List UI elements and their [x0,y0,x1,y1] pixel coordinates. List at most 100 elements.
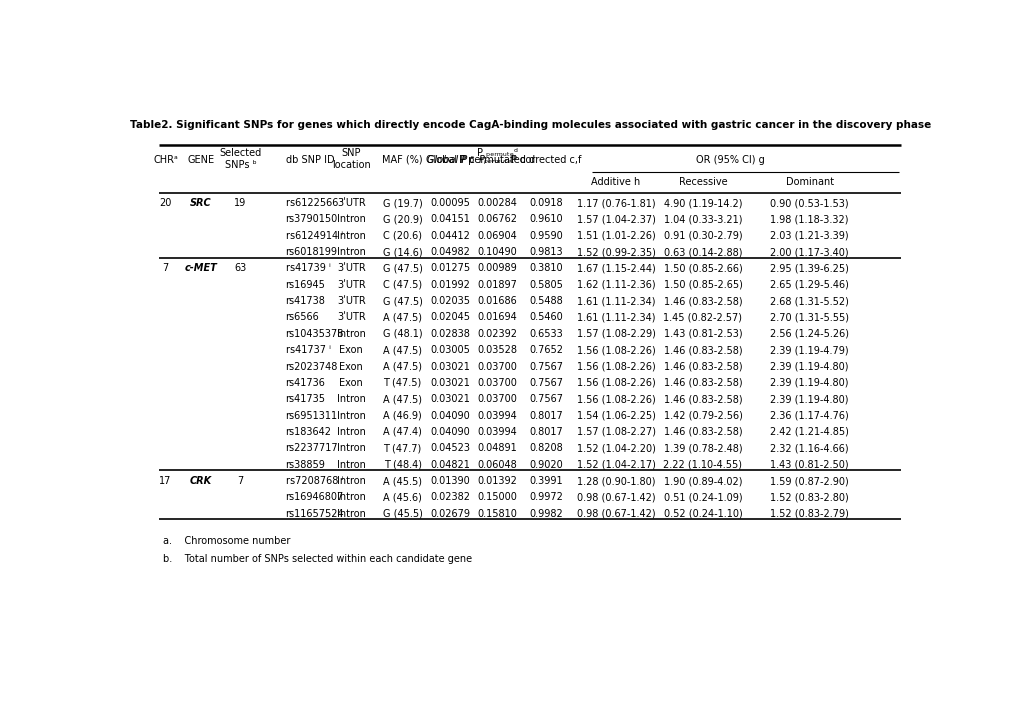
Text: Intron: Intron [336,476,365,486]
Text: rs6566: rs6566 [285,312,319,323]
Text: 20: 20 [159,198,171,208]
Text: 0.9610: 0.9610 [529,215,562,225]
Text: 0.04523: 0.04523 [430,444,470,454]
Text: Exon: Exon [339,345,363,355]
Text: G (47.5): G (47.5) [382,296,422,306]
Text: 0.51 (0.24-1.09): 0.51 (0.24-1.09) [663,492,742,503]
Text: 0.03994: 0.03994 [477,410,517,420]
Text: 2.00 (1.17-3.40): 2.00 (1.17-3.40) [769,247,848,257]
Text: 0.04090: 0.04090 [430,427,470,437]
Text: 0.7567: 0.7567 [529,395,562,404]
Text: 0.63 (0.14-2.88): 0.63 (0.14-2.88) [663,247,742,257]
Text: P permutated d: P permutated d [459,155,535,165]
Text: Intron: Intron [336,230,365,240]
Text: rs41737 ⁱ: rs41737 ⁱ [285,345,330,355]
Text: MAF (%): MAF (%) [382,155,423,165]
Text: A (46.9): A (46.9) [383,410,422,420]
Text: 1.46 (0.83-2.58): 1.46 (0.83-2.58) [663,345,742,355]
Text: rs16945: rs16945 [285,280,325,289]
Text: 1.67 (1.15-2.44): 1.67 (1.15-2.44) [576,264,655,274]
Text: 1.56 (1.08-2.26): 1.56 (1.08-2.26) [576,345,655,355]
Text: 1.56 (1.08-2.26): 1.56 (1.08-2.26) [576,361,655,372]
Text: c-MET: c-MET [184,264,217,274]
Text: 0.98 (0.67-1.42): 0.98 (0.67-1.42) [576,492,654,503]
Text: 2.39 (1.19-4.80): 2.39 (1.19-4.80) [769,395,848,404]
Text: 1.46 (0.83-2.58): 1.46 (0.83-2.58) [663,361,742,372]
Text: 1.43 (0.81-2.50): 1.43 (0.81-2.50) [769,459,848,469]
Text: 0.04821: 0.04821 [430,459,470,469]
Text: Intron: Intron [336,329,365,339]
Text: location: location [331,160,370,170]
Text: 17: 17 [159,476,171,486]
Text: 1.56 (1.08-2.26): 1.56 (1.08-2.26) [576,395,655,404]
Text: 1.46 (0.83-2.58): 1.46 (0.83-2.58) [663,296,742,306]
Text: T (47.7): T (47.7) [383,444,421,454]
Text: CRK: CRK [190,476,212,486]
Text: 63: 63 [234,264,247,274]
Text: 2.95 (1.39-6.25): 2.95 (1.39-6.25) [769,264,848,274]
Text: rs41739 ⁱ: rs41739 ⁱ [285,264,330,274]
Text: 2.68 (1.31-5.52): 2.68 (1.31-5.52) [769,296,848,306]
Text: SRC: SRC [190,198,212,208]
Text: Intron: Intron [336,395,365,404]
Text: 1.52 (1.04-2.20): 1.52 (1.04-2.20) [576,444,655,454]
Text: db SNP ID: db SNP ID [285,155,334,165]
Text: 0.02679: 0.02679 [430,509,470,518]
Text: 2.42 (1.21-4.85): 2.42 (1.21-4.85) [769,427,848,437]
Text: Intron: Intron [336,215,365,225]
Text: 0.04090: 0.04090 [430,410,470,420]
Text: 0.04982: 0.04982 [430,247,470,257]
Text: 0.02392: 0.02392 [477,329,517,339]
Text: 1.54 (1.06-2.25): 1.54 (1.06-2.25) [576,410,655,420]
Text: 0.3991: 0.3991 [529,476,562,486]
Text: rs10435378: rs10435378 [285,329,343,339]
Text: 0.00095: 0.00095 [430,198,470,208]
Text: OR (95% CI) g: OR (95% CI) g [696,155,764,165]
Text: rs16946807: rs16946807 [285,492,343,503]
Text: 1.46 (0.83-2.58): 1.46 (0.83-2.58) [663,395,742,404]
Text: rs38859: rs38859 [285,459,325,469]
Text: 0.03994: 0.03994 [477,427,517,437]
Text: rs183642: rs183642 [285,427,331,437]
Text: 0.7567: 0.7567 [529,361,562,372]
Text: G (14.6): G (14.6) [382,247,422,257]
Text: 1.98 (1.18-3.32): 1.98 (1.18-3.32) [769,215,848,225]
Text: 0.00284: 0.00284 [477,198,517,208]
Text: 0.01686: 0.01686 [477,296,517,306]
Text: 0.9590: 0.9590 [529,230,562,240]
Text: C (47.5): C (47.5) [383,280,422,289]
Text: rs6951311: rs6951311 [285,410,337,420]
Text: A (47.5): A (47.5) [383,361,422,372]
Text: 1.50 (0.85-2.65): 1.50 (0.85-2.65) [663,280,742,289]
Text: P ₚₑᵣₘᵤₜₑᵈ: P ₚₑᵣₘᵤₜₑᵈ [477,148,518,158]
Text: G (20.9): G (20.9) [382,215,422,225]
Text: 1.42 (0.79-2.56): 1.42 (0.79-2.56) [663,410,742,420]
Text: G (45.5): G (45.5) [382,509,422,518]
Text: 0.06762: 0.06762 [477,215,517,225]
Text: Dominant: Dominant [785,176,833,186]
Text: GENE: GENE [187,155,214,165]
Text: 0.3810: 0.3810 [529,264,562,274]
Text: 1.57 (1.04-2.37): 1.57 (1.04-2.37) [576,215,655,225]
Text: 0.7567: 0.7567 [529,378,562,388]
Text: 2.32 (1.16-4.66): 2.32 (1.16-4.66) [769,444,848,454]
Text: 1.62 (1.11-2.36): 1.62 (1.11-2.36) [576,280,654,289]
Text: 2.65 (1.29-5.46): 2.65 (1.29-5.46) [769,280,848,289]
Text: SNP: SNP [341,148,361,158]
Text: 2.39 (1.19-4.79): 2.39 (1.19-4.79) [769,345,848,355]
Text: 1.17 (0.76-1.81): 1.17 (0.76-1.81) [576,198,654,208]
Text: b.    Total number of SNPs selected within each candidate gene: b. Total number of SNPs selected within … [163,554,472,564]
Text: 0.98 (0.67-1.42): 0.98 (0.67-1.42) [576,509,654,518]
Text: Intron: Intron [336,427,365,437]
Text: 0.5488: 0.5488 [529,296,562,306]
Text: 0.9813: 0.9813 [529,247,562,257]
Text: G (48.1): G (48.1) [382,329,422,339]
Text: 1.45 (0.82-2.57): 1.45 (0.82-2.57) [662,312,742,323]
Text: 1.39 (0.78-2.48): 1.39 (0.78-2.48) [663,444,742,454]
Text: a.    Chromosome number: a. Chromosome number [163,536,290,546]
Text: Global P c: Global P c [425,155,474,165]
Text: rs41735: rs41735 [285,395,325,404]
Text: 0.90 (0.53-1.53): 0.90 (0.53-1.53) [769,198,848,208]
Text: 0.8017: 0.8017 [529,427,562,437]
Text: 0.15000: 0.15000 [477,492,517,503]
